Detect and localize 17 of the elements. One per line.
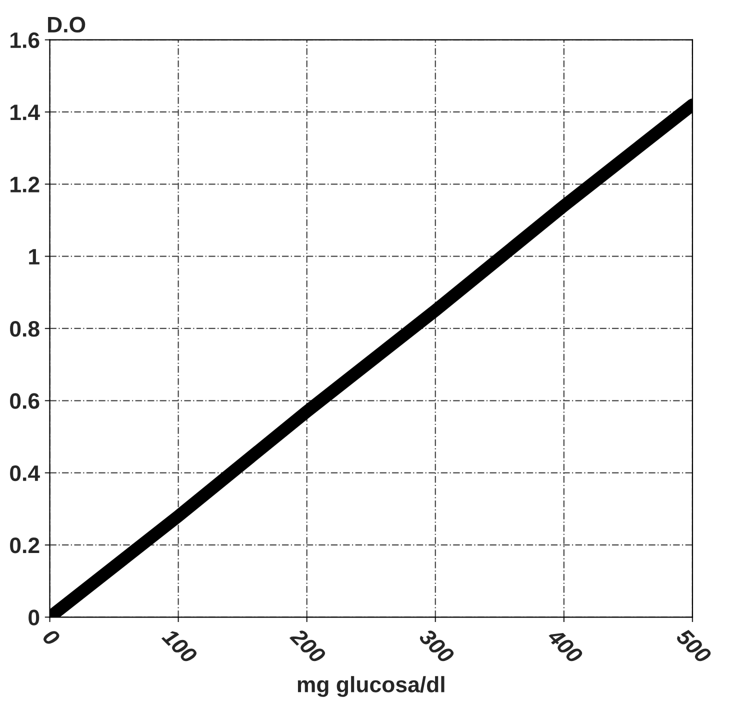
y-tick-label: 0.4 [10, 465, 40, 482]
x-tick-label: 500 [675, 627, 712, 664]
x-tick-label: 100 [161, 628, 198, 664]
y-tick-label: 1.6 [10, 32, 40, 48]
y-tick-label: 1.2 [10, 176, 40, 192]
x-tick-label: 300 [418, 627, 456, 664]
y-tick-label: 0.6 [10, 393, 40, 409]
y-tick-label: 1.4 [10, 104, 40, 120]
y-axis-title: D.O [48, 16, 86, 33]
x-axis-title: mg glucosa/dl [298, 676, 444, 697]
y-tick-label: 0.8 [10, 321, 40, 337]
y-tick-label: 1 [29, 249, 40, 264]
x-tick-label: 400 [546, 627, 584, 664]
x-tick-label: 0 [42, 628, 61, 647]
x-tick-label: 200 [289, 627, 327, 664]
y-tick-label: 0 [28, 610, 40, 626]
y-tick-label: 0.2 [10, 538, 40, 554]
